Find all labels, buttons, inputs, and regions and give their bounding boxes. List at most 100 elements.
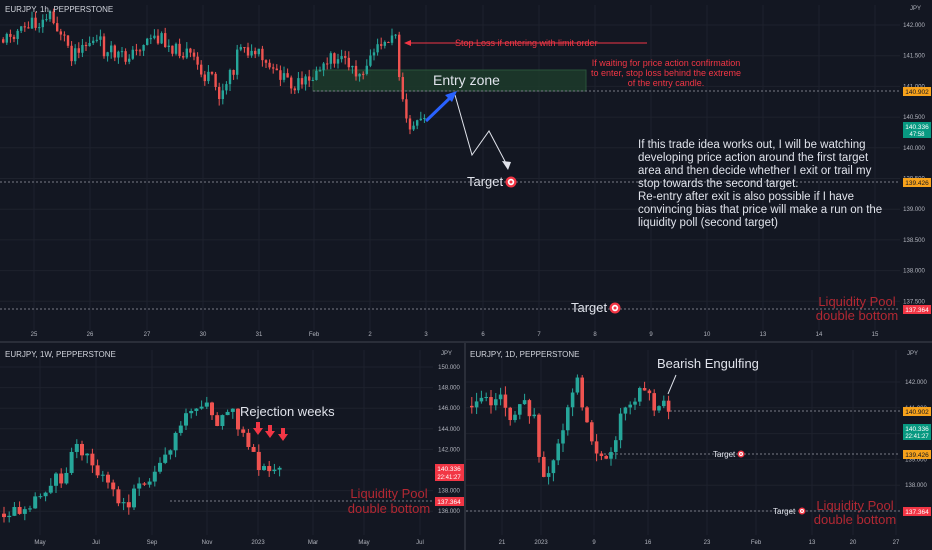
svg-text:140.336: 140.336 bbox=[905, 124, 929, 131]
candle-body bbox=[142, 44, 145, 51]
daily-x-ticks: 21 2023 9 16 23 Feb 13 20 27 bbox=[499, 540, 900, 546]
projection-arrowhead bbox=[502, 161, 511, 170]
candle-body bbox=[196, 56, 199, 65]
candle-body bbox=[12, 506, 17, 516]
bearish-pointer bbox=[667, 374, 677, 395]
candle-body bbox=[333, 53, 336, 64]
x-tick-label: 27 bbox=[893, 540, 900, 546]
candle-body bbox=[27, 27, 30, 29]
candle-body bbox=[336, 59, 340, 64]
daily-chart-title: EURJPY, 1D, PEPPERSTONE bbox=[470, 350, 580, 359]
plan-line-1: If this trade idea works out, I will be … bbox=[638, 139, 866, 151]
candle-body bbox=[344, 56, 347, 58]
liquidity-label-line-2: double bottom bbox=[816, 308, 898, 323]
candle-body bbox=[308, 76, 311, 81]
candle-body bbox=[623, 407, 628, 414]
candle-body bbox=[489, 397, 493, 406]
candle-body bbox=[22, 509, 27, 514]
daily-price-axis[interactable] bbox=[901, 343, 932, 538]
candle-body bbox=[282, 73, 286, 80]
candle-body bbox=[225, 84, 228, 91]
stop-loss-arrowhead bbox=[404, 40, 411, 46]
candle-body bbox=[599, 453, 604, 457]
daily-target-icon bbox=[737, 450, 745, 458]
candle-body bbox=[124, 51, 127, 62]
weekly-chart-panel[interactable]: EURJPY, 1W, PEPPERSTONE Rejection weeks … bbox=[0, 343, 464, 546]
main-liquidity-price-tag: 137.364 bbox=[903, 305, 931, 314]
y-tick-label: 139.000 bbox=[905, 457, 927, 463]
candle-body bbox=[532, 414, 536, 417]
candle-body bbox=[194, 408, 199, 411]
candle-body bbox=[408, 118, 412, 130]
candle-body bbox=[542, 456, 546, 477]
svg-text:140.336: 140.336 bbox=[905, 426, 929, 433]
candle-body bbox=[376, 44, 379, 53]
candle-body bbox=[250, 50, 253, 56]
y-tick-label: 148.000 bbox=[438, 386, 460, 392]
weekly-grid bbox=[0, 350, 433, 535]
daily-target-price-tag: 139.426 bbox=[903, 450, 931, 459]
candle-body bbox=[272, 469, 277, 472]
candle-body bbox=[498, 394, 503, 400]
candle-body bbox=[174, 43, 178, 54]
target-icon bbox=[505, 176, 517, 188]
svg-text:47:58: 47:58 bbox=[909, 132, 925, 138]
x-tick-label: Sep bbox=[147, 540, 158, 546]
candle-body bbox=[168, 450, 173, 455]
candle-body bbox=[152, 471, 157, 482]
candle-body bbox=[326, 63, 329, 65]
main-price-axis[interactable] bbox=[900, 0, 932, 340]
candle-body bbox=[257, 48, 260, 55]
candle-body bbox=[243, 47, 246, 49]
candle-body bbox=[163, 454, 168, 463]
candle-body bbox=[300, 78, 304, 85]
candle-body bbox=[311, 79, 314, 81]
candle-body bbox=[246, 432, 251, 447]
daily-chart-panel[interactable]: EURJPY, 1D, PEPPERSTONE Bearish Engulfin… bbox=[466, 343, 932, 546]
candle-body bbox=[5, 33, 8, 43]
candle-body bbox=[173, 432, 178, 451]
candle-body bbox=[137, 483, 142, 489]
candle-body bbox=[7, 515, 12, 518]
candle-body bbox=[513, 414, 517, 421]
candle-body bbox=[394, 34, 397, 36]
candle-body bbox=[419, 118, 422, 121]
candle-body bbox=[149, 38, 152, 40]
svg-text:139.426: 139.426 bbox=[905, 452, 929, 459]
x-tick-label: 8 bbox=[593, 332, 597, 338]
candle-body bbox=[138, 50, 142, 52]
plan-line-3: area and then decide whether I exit or t… bbox=[638, 165, 872, 177]
candle-body bbox=[380, 44, 383, 46]
y-tick-label: 142.000 bbox=[438, 447, 460, 453]
candle-body bbox=[12, 36, 16, 39]
candle-body bbox=[131, 49, 134, 59]
plan-line-5: Re-entry after exit is also possible if … bbox=[638, 191, 854, 203]
candle-body bbox=[585, 407, 589, 423]
candle-body bbox=[70, 45, 73, 62]
x-tick-label: 15 bbox=[872, 332, 879, 338]
candle-body bbox=[146, 38, 149, 45]
candle-body bbox=[45, 19, 48, 21]
candle-body bbox=[347, 57, 350, 68]
candle-body bbox=[297, 78, 300, 91]
candle-body bbox=[604, 456, 608, 459]
candle-body bbox=[551, 460, 556, 474]
candle-body bbox=[17, 506, 22, 514]
x-tick-label: 9 bbox=[649, 332, 653, 338]
candle-body bbox=[110, 45, 113, 53]
candle-body bbox=[63, 34, 66, 36]
target2-icon bbox=[609, 302, 621, 314]
main-chart-panel[interactable]: Stop Loss if entering with limit order I… bbox=[0, 0, 932, 340]
candle-body bbox=[236, 408, 240, 430]
target-label: Target bbox=[467, 174, 504, 189]
candle-body bbox=[556, 443, 560, 461]
candle-body bbox=[160, 33, 163, 44]
candle-body bbox=[52, 11, 55, 24]
candle-body bbox=[117, 51, 120, 58]
candle-body bbox=[423, 117, 426, 119]
candle-body bbox=[210, 402, 214, 416]
candle-body bbox=[30, 17, 34, 29]
candle-body bbox=[256, 451, 261, 471]
